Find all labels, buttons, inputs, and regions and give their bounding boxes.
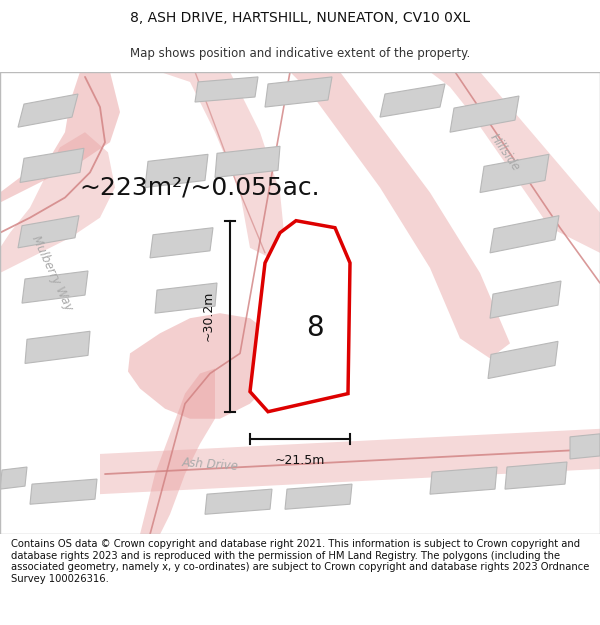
Polygon shape (490, 281, 561, 318)
Polygon shape (430, 467, 497, 494)
Polygon shape (488, 341, 558, 379)
Polygon shape (30, 479, 97, 504)
Polygon shape (20, 148, 84, 182)
Polygon shape (480, 154, 549, 192)
Polygon shape (160, 72, 285, 258)
Text: Hillside: Hillside (487, 131, 523, 174)
Polygon shape (250, 221, 350, 412)
Text: Map shows position and indicative extent of the property.: Map shows position and indicative extent… (130, 48, 470, 61)
Polygon shape (0, 467, 27, 489)
Text: Contains OS data © Crown copyright and database right 2021. This information is : Contains OS data © Crown copyright and d… (11, 539, 589, 584)
Polygon shape (150, 228, 213, 258)
Polygon shape (490, 216, 559, 253)
Text: ~21.5m: ~21.5m (275, 454, 325, 468)
Polygon shape (290, 72, 510, 358)
Text: 8, ASH DRIVE, HARTSHILL, NUNEATON, CV10 0XL: 8, ASH DRIVE, HARTSHILL, NUNEATON, CV10 … (130, 11, 470, 25)
Polygon shape (450, 96, 519, 132)
Polygon shape (430, 72, 600, 253)
Polygon shape (100, 369, 215, 534)
Polygon shape (215, 146, 280, 177)
Text: Mulberry Way: Mulberry Way (29, 233, 75, 312)
Polygon shape (0, 72, 120, 202)
Polygon shape (195, 77, 258, 102)
Polygon shape (205, 489, 272, 514)
Text: ~223m²/~0.055ac.: ~223m²/~0.055ac. (80, 176, 320, 199)
Polygon shape (380, 84, 445, 117)
Polygon shape (22, 271, 88, 303)
Polygon shape (145, 154, 208, 188)
Polygon shape (570, 434, 600, 459)
Polygon shape (505, 462, 567, 489)
Polygon shape (128, 313, 280, 419)
Polygon shape (285, 484, 352, 509)
Polygon shape (18, 216, 79, 248)
Text: Ash Drive: Ash Drive (181, 456, 239, 472)
Polygon shape (265, 77, 332, 107)
Text: ~30.2m: ~30.2m (202, 291, 215, 341)
Polygon shape (155, 283, 217, 313)
Polygon shape (25, 331, 90, 364)
Polygon shape (0, 132, 115, 273)
Text: 8: 8 (306, 314, 324, 342)
Polygon shape (100, 429, 600, 494)
Polygon shape (18, 94, 78, 127)
